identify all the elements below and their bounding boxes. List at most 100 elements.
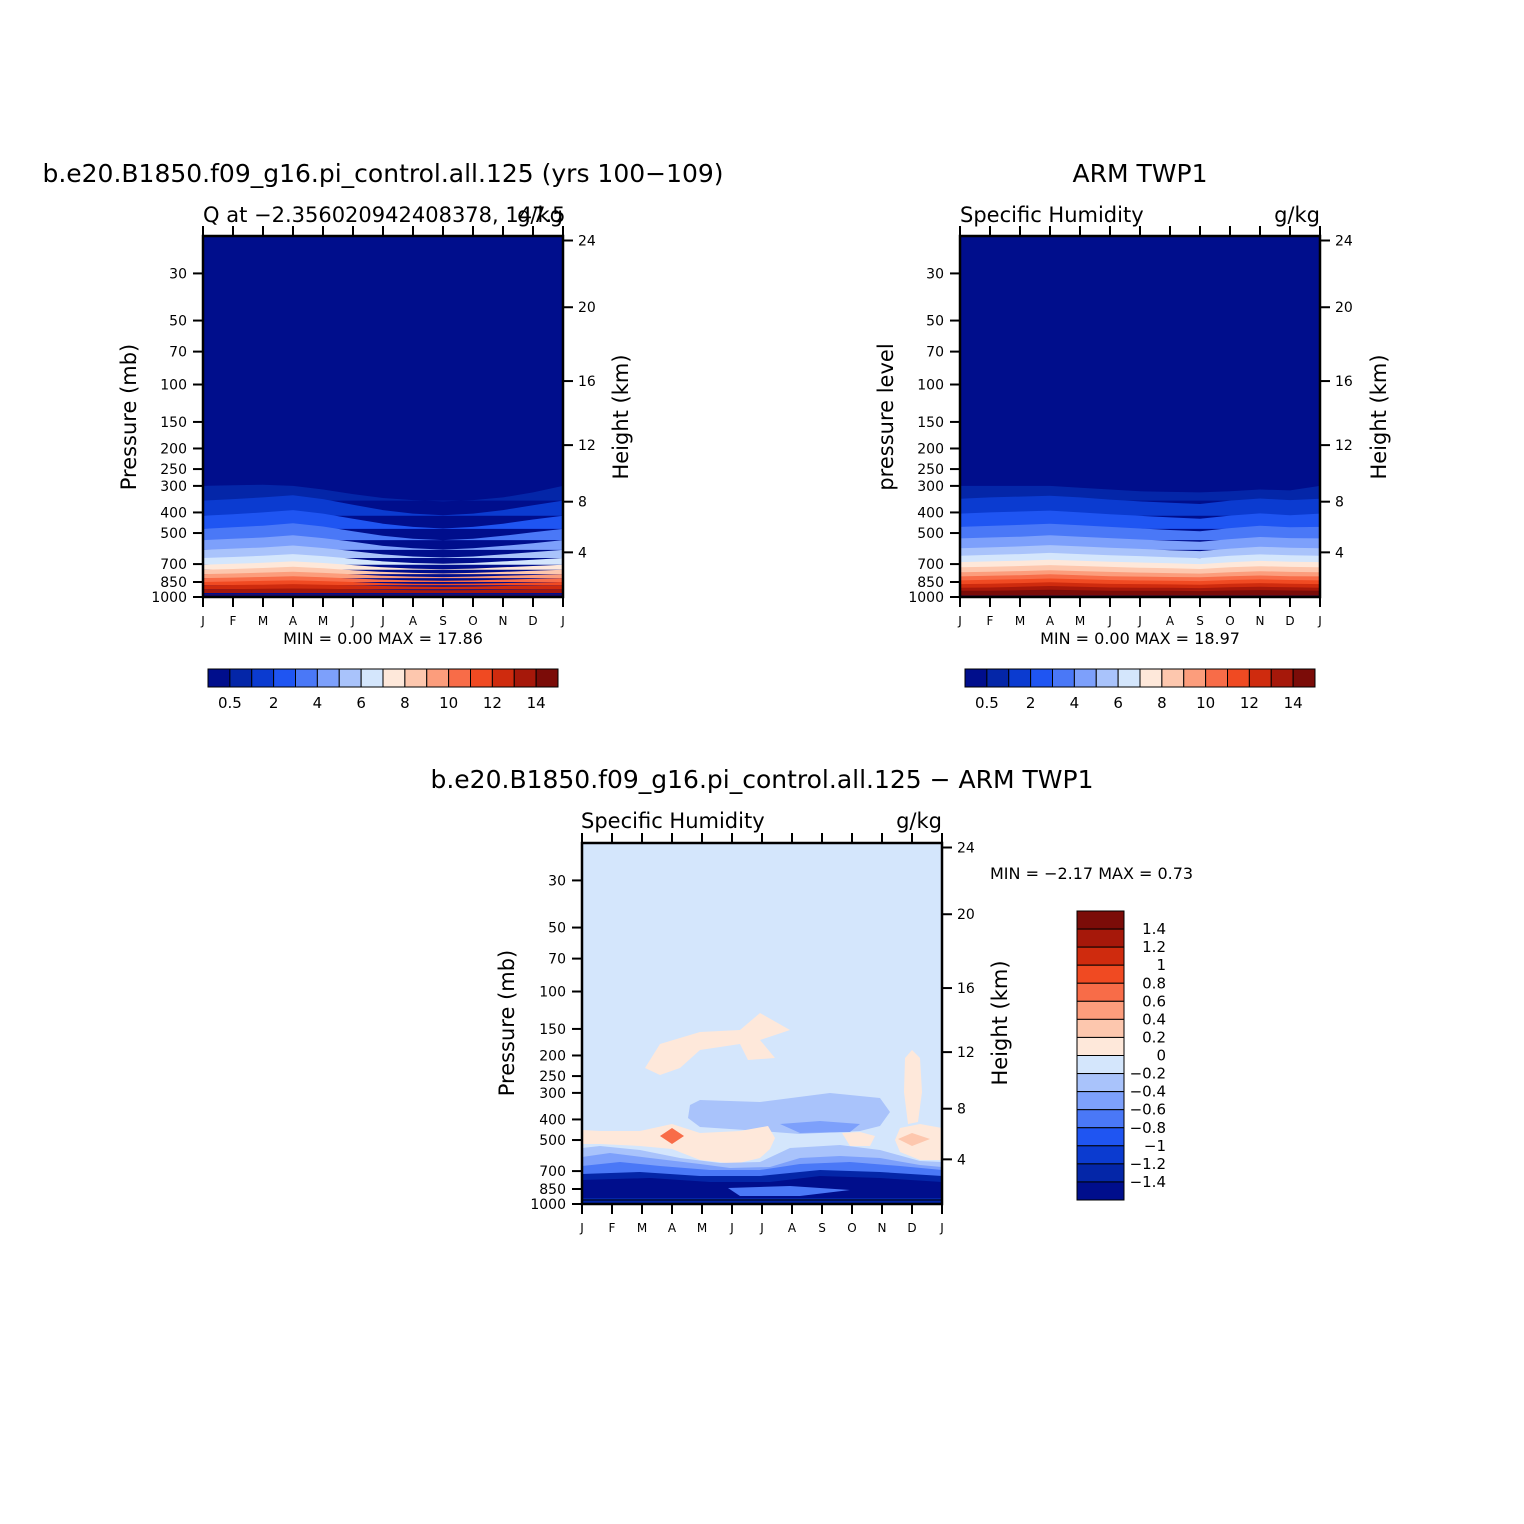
colorbar-box	[535, 668, 559, 688]
colorbar-box	[1076, 1127, 1125, 1147]
panel-title: b.e20.B1850.f09_g16.pi_control.all.125 −…	[430, 765, 1093, 794]
colorbar-box	[470, 668, 493, 688]
x-tick-label: M	[1015, 614, 1025, 628]
colorbar-box	[1117, 668, 1141, 688]
contour-region	[842, 1132, 875, 1146]
x-tick-label: J	[939, 1221, 944, 1235]
y-tick-label: 500	[917, 526, 944, 542]
colorbar-label: −0.6	[1130, 1101, 1166, 1119]
contour-region	[660, 1128, 684, 1144]
colorbar-label: 2	[269, 694, 279, 712]
colorbar-label: −0.4	[1130, 1083, 1166, 1101]
y-axis-label: Pressure (mb)	[117, 344, 141, 491]
y-tick-label: 1000	[908, 590, 944, 606]
panel-units: g/kg	[1274, 203, 1320, 227]
colorbar-label: 1.2	[1142, 938, 1166, 956]
y-axis-label-right: Height (km)	[988, 960, 1012, 1085]
y-right-tick-label: 20	[1335, 300, 1353, 316]
colorbar-box	[1205, 668, 1228, 688]
contour-region	[728, 1186, 850, 1196]
colorbar-box	[426, 668, 450, 688]
colorbar-box	[1076, 1181, 1125, 1201]
colorbar-box	[1076, 910, 1125, 930]
contour-region	[582, 1124, 775, 1164]
x-tick-label: S	[1196, 614, 1204, 628]
y-right-tick-label: 12	[957, 1045, 975, 1061]
colorbar-box	[1183, 668, 1207, 688]
x-tick-label: A	[289, 614, 298, 628]
colorbar-box	[404, 668, 428, 688]
panel-units: g/kg	[896, 809, 942, 833]
x-tick-label: S	[818, 1221, 826, 1235]
y-tick-label: 70	[926, 345, 944, 361]
x-tick-label: N	[878, 1221, 887, 1235]
x-tick-label: J	[957, 614, 962, 628]
colorbar-label: −1.2	[1130, 1155, 1166, 1173]
colorbar-box	[316, 668, 340, 688]
plot-area	[582, 843, 942, 1204]
colorbar-box	[295, 668, 318, 688]
colorbar-box	[1076, 1163, 1125, 1183]
colorbar-box	[1139, 668, 1163, 688]
colorbar-label: 14	[1284, 694, 1303, 712]
contour-band	[960, 589, 1320, 596]
y-tick-label: 100	[917, 378, 944, 394]
colorbar-box	[251, 668, 275, 688]
y-tick-label: 50	[169, 314, 187, 330]
colorbar-box	[1095, 668, 1119, 688]
y-right-tick-label: 12	[578, 438, 596, 454]
y-tick-label: 70	[548, 952, 566, 968]
y-tick-label: 30	[548, 873, 566, 889]
colorbar-label: 12	[1240, 694, 1259, 712]
y-right-tick-label: 12	[1335, 438, 1353, 454]
colorbar-box	[1030, 668, 1053, 688]
y-right-tick-label: 8	[1335, 495, 1344, 511]
y-tick-label: 100	[160, 378, 187, 394]
y-tick-label: 250	[539, 1069, 566, 1085]
x-tick-label: J	[350, 614, 355, 628]
colorbar-box	[1076, 1145, 1125, 1165]
y-axis-label-right: Height (km)	[609, 354, 633, 479]
x-tick-label: F	[609, 1221, 616, 1235]
colorbar: 1.41.210.80.60.40.20−0.2−0.4−0.6−0.8−1−1…	[1076, 910, 1166, 1201]
colorbar-box	[273, 668, 296, 688]
x-tick-label: J	[560, 614, 565, 628]
colorbar-box	[1270, 668, 1294, 688]
y-tick-label: 50	[548, 921, 566, 937]
colorbar-label: 8	[1157, 694, 1167, 712]
colorbar-box	[207, 668, 231, 688]
observation-panel: ARM TWP1 Specific Humidity g/kg pressure…	[874, 159, 1391, 712]
colorbar-box	[1227, 668, 1250, 688]
colorbar-box	[229, 668, 253, 688]
colorbar-label: 1	[1156, 956, 1166, 974]
y-tick-label: 700	[539, 1164, 566, 1180]
x-tick-label: M	[318, 614, 328, 628]
x-tick-label: O	[468, 614, 477, 628]
contour-region	[904, 1050, 922, 1124]
panel-subtitle-left: Q at −2.356020942408378, 147.5	[203, 203, 566, 227]
difference-panel: b.e20.B1850.f09_g16.pi_control.all.125 −…	[430, 765, 1193, 1235]
colorbar-box	[360, 668, 384, 688]
y-tick-label: 300	[539, 1086, 566, 1102]
model-panel: b.e20.B1850.f09_g16.pi_control.all.125 (…	[42, 159, 723, 712]
colorbar-box	[1076, 946, 1125, 966]
colorbar-box	[1008, 668, 1032, 688]
colorbar-box	[1076, 928, 1125, 948]
y-tick-label: 1000	[151, 590, 187, 606]
y-tick-label: 1000	[530, 1197, 566, 1213]
y-right-tick-label: 16	[957, 981, 975, 997]
y-tick-label: 200	[160, 441, 187, 457]
colorbar-box	[491, 668, 515, 688]
min-max-stats: MIN = 0.00 MAX = 18.97	[1040, 629, 1240, 648]
x-tick-label: D	[1285, 614, 1294, 628]
colorbar-label: −0.2	[1130, 1065, 1166, 1083]
colorbar-label: 4	[1070, 694, 1080, 712]
colorbar-label: 6	[1113, 694, 1123, 712]
x-tick-label: J	[759, 1221, 764, 1235]
y-right-tick-label: 24	[957, 841, 975, 857]
y-tick-label: 150	[539, 1022, 566, 1038]
y-axis-label: pressure level	[874, 343, 898, 490]
y-right-tick-label: 8	[957, 1102, 966, 1118]
colorbar-label: 0.5	[975, 694, 999, 712]
y-tick-label: 50	[926, 314, 944, 330]
